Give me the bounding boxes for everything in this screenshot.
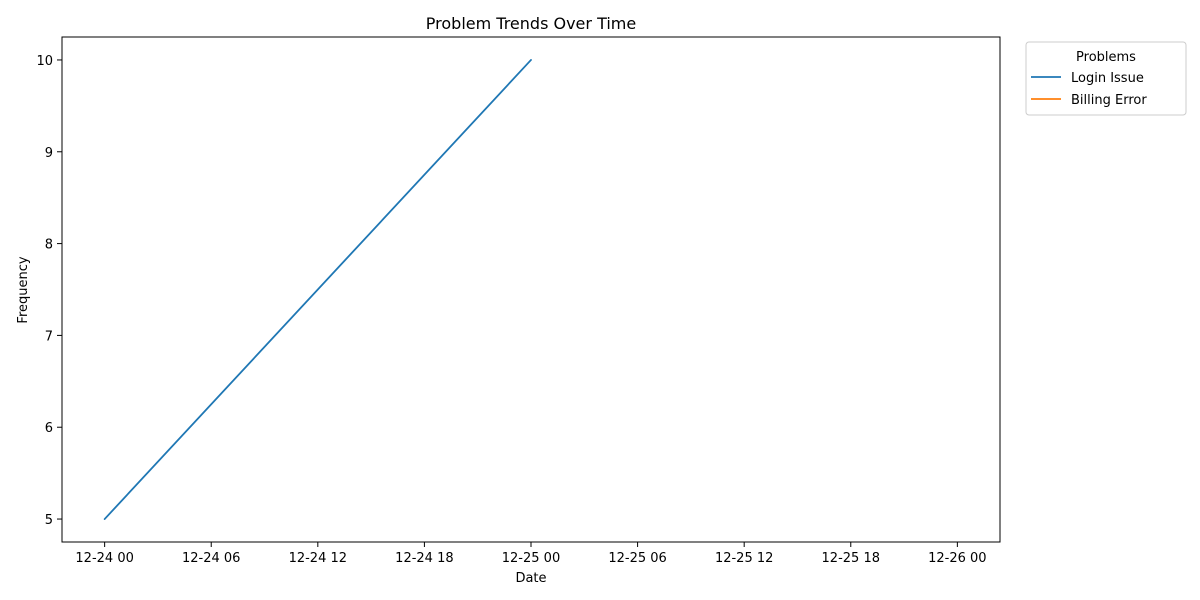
legend-label-billing-error: Billing Error bbox=[1071, 93, 1147, 108]
series-layer bbox=[103, 59, 532, 520]
legend-label-login-issue: Login Issue bbox=[1071, 71, 1144, 86]
legend-title: Problems bbox=[1076, 50, 1136, 65]
legend-box bbox=[1025, 41, 1187, 116]
x-axis-label: Date bbox=[515, 571, 546, 586]
x-tick-label: 12-24 18 bbox=[395, 551, 453, 566]
y-axis-ticks: 5 6 7 8 9 10 bbox=[36, 54, 62, 528]
x-tick-label: 12-25 18 bbox=[822, 551, 880, 566]
legend: Problems Login Issue Billing Error bbox=[1025, 41, 1187, 116]
y-tick-label: 10 bbox=[36, 54, 53, 69]
x-axis-ticks: 12-24 00 12-24 06 12-24 12 12-24 18 12-25 00… bbox=[75, 542, 987, 566]
x-tick-label: 12-24 00 bbox=[75, 551, 133, 566]
y-tick-label: 6 bbox=[45, 421, 53, 436]
x-tick-label: 12-25 06 bbox=[608, 551, 666, 566]
series-line-login-issue bbox=[103, 59, 532, 520]
x-tick-label: 12-25 12 bbox=[715, 551, 773, 566]
y-tick-label: 8 bbox=[45, 238, 53, 253]
x-tick-label: 12-24 12 bbox=[289, 551, 347, 566]
y-tick-label: 7 bbox=[45, 329, 53, 344]
x-tick-label: 12-25 00 bbox=[502, 551, 560, 566]
y-tick-label: 9 bbox=[45, 146, 53, 161]
x-tick-label: 12-24 06 bbox=[182, 551, 240, 566]
plot-frame bbox=[61, 36, 1001, 543]
x-tick-label: 12-26 00 bbox=[928, 551, 986, 566]
y-tick-label: 5 bbox=[45, 513, 53, 528]
chart-title: Problem Trends Over Time bbox=[426, 14, 636, 33]
y-axis-label: Frequency bbox=[16, 256, 31, 323]
